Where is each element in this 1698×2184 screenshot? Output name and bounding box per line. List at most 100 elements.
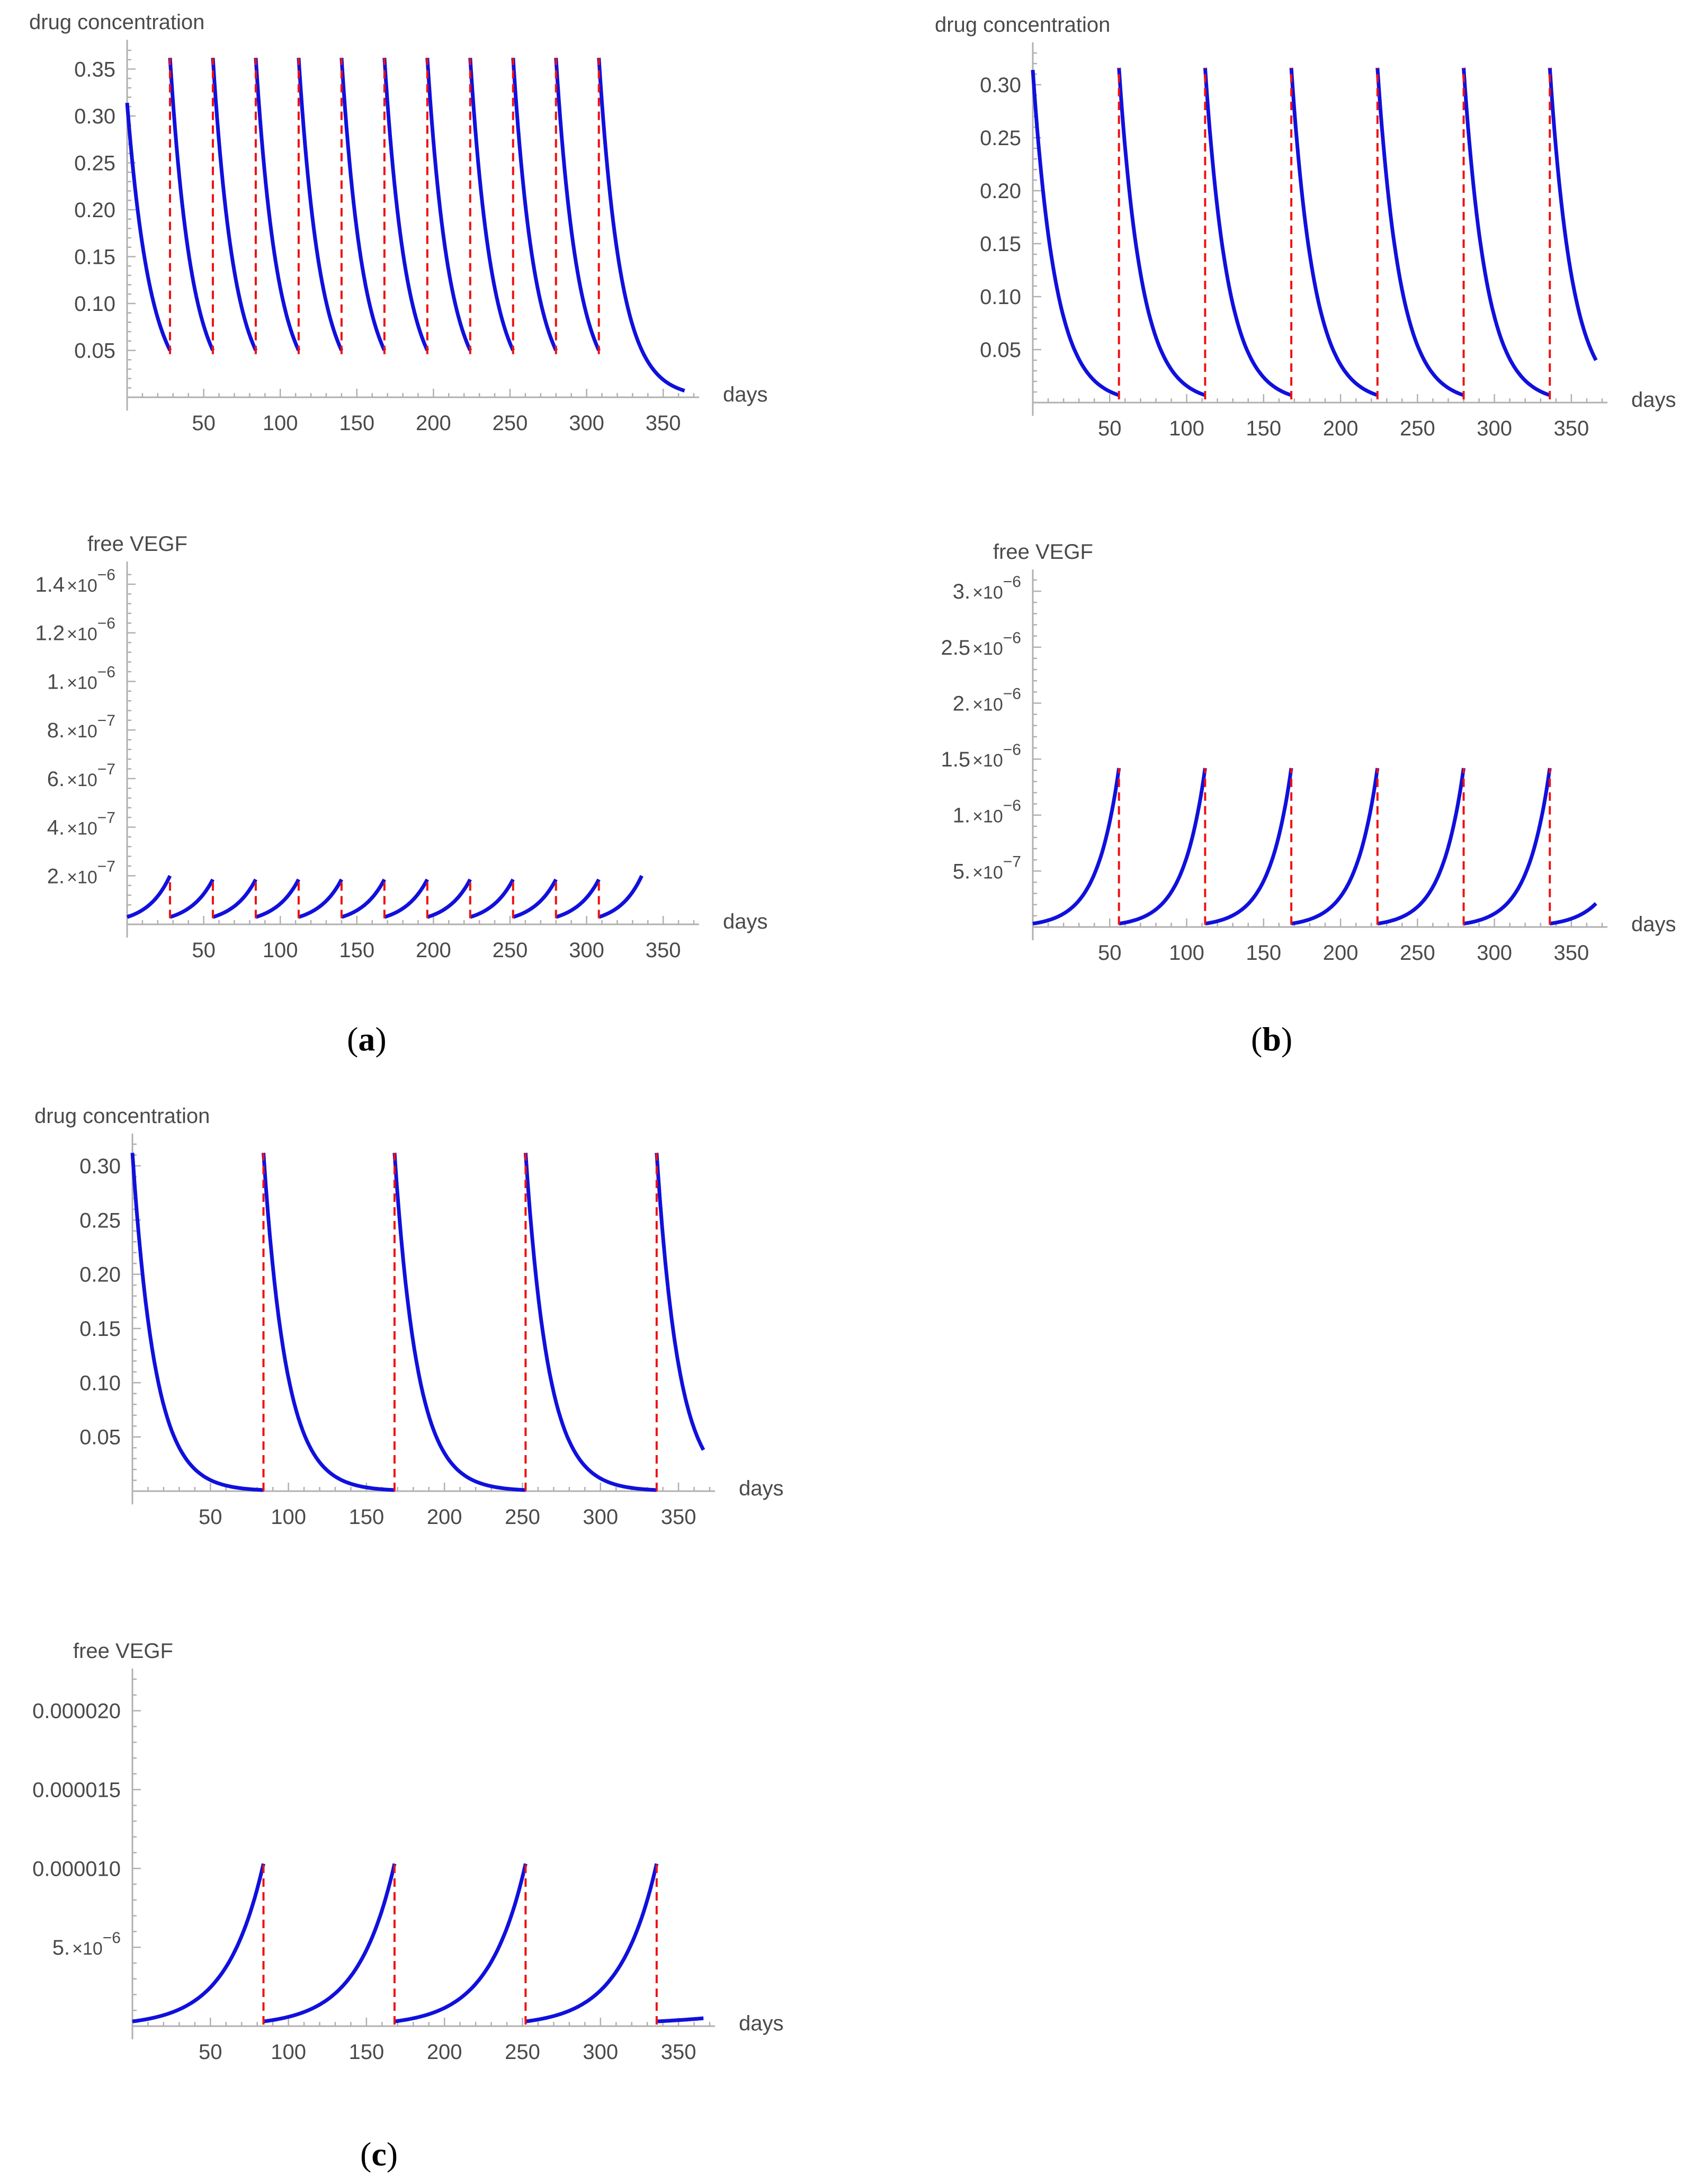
panel-label-b: (b) [1251, 1020, 1293, 1058]
x-tick-label: 100 [1169, 941, 1204, 965]
x-tick-label: 150 [349, 2040, 385, 2064]
x-tick-label: 250 [493, 939, 528, 962]
y-tick-label: 3. ×10−6 [953, 573, 1021, 603]
x-tick-label: 350 [1554, 417, 1589, 440]
x-axis-label: days [739, 1477, 784, 1500]
y-tick-label: 1. ×10−6 [47, 663, 115, 693]
series-line [125, 57, 685, 393]
x-tick-label: 150 [339, 939, 374, 962]
y-tick-label: 0.30 [980, 74, 1021, 97]
x-tick-label: 50 [192, 412, 216, 435]
panel-label-c: (c) [360, 2135, 398, 2173]
x-tick-label: 50 [1098, 417, 1122, 440]
x-tick-label: 150 [349, 1505, 385, 1529]
y-tick-label: 0.05 [74, 339, 115, 362]
chart-title: free VEGF [87, 532, 187, 556]
y-tick-label: 0.25 [980, 127, 1021, 150]
y-tick-label: 0.35 [74, 58, 115, 81]
y-tick-label: 0.30 [74, 105, 115, 128]
x-tick-label: 250 [505, 2040, 540, 2064]
y-tick-label: 2. ×10−7 [47, 858, 115, 888]
x-tick-label: 150 [1246, 417, 1281, 440]
y-tick-label: 1. ×10−6 [953, 797, 1021, 827]
x-tick-label: 350 [1554, 941, 1589, 965]
x-tick-label: 200 [416, 939, 451, 962]
x-tick-label: 250 [1400, 941, 1435, 965]
series-line [132, 1863, 705, 2023]
y-tick-label: 0.20 [74, 199, 115, 222]
panel-label-a: (a) [347, 1020, 387, 1058]
x-tick-label: 100 [1169, 417, 1204, 440]
y-tick-label: 0.25 [74, 151, 115, 175]
x-tick-label: 200 [1323, 941, 1359, 965]
y-tick-label: 0.05 [79, 1426, 121, 1449]
y-tick-label: 4. ×10−7 [47, 809, 115, 840]
y-tick-label: 1.2 ×10−6 [35, 615, 115, 645]
series-line [1031, 67, 1598, 397]
y-tick-label: 0.15 [980, 233, 1021, 256]
y-tick-label: 2.5 ×10−6 [941, 629, 1021, 659]
chart-title: drug concentration [29, 11, 204, 34]
y-tick-label: 2. ×10−6 [953, 685, 1021, 715]
x-tick-label: 300 [569, 939, 604, 962]
x-axis-label: days [1631, 913, 1676, 936]
x-tick-label: 300 [1477, 417, 1512, 440]
series-line [130, 1153, 705, 1492]
y-tick-label: 6. ×10−7 [47, 761, 115, 791]
x-tick-label: 100 [263, 939, 298, 962]
x-tick-label: 150 [339, 412, 374, 435]
x-axis-label: days [1631, 388, 1676, 412]
y-tick-label: 0.10 [980, 286, 1021, 309]
y-tick-label: 0.000010 [32, 1857, 121, 1880]
series-line [126, 875, 644, 919]
y-tick-label: 0.20 [980, 180, 1021, 203]
y-tick-label: 0.000020 [32, 1700, 121, 1723]
y-tick-label: 0.20 [79, 1263, 121, 1287]
x-tick-label: 50 [199, 1505, 222, 1529]
y-tick-label: 0.05 [980, 338, 1021, 362]
x-tick-label: 200 [416, 412, 451, 435]
x-axis-label: days [739, 2012, 784, 2035]
x-tick-label: 100 [271, 1505, 306, 1529]
x-tick-label: 100 [263, 412, 298, 435]
y-tick-label: 8. ×10−7 [47, 712, 115, 742]
x-tick-label: 150 [1246, 941, 1281, 965]
chart-b-drug: 50 100 150 200 250 300 350 0.05 0.10 0.15 0.20 0.25… [935, 13, 1676, 440]
chart-title: drug concentration [935, 13, 1110, 37]
x-axis-label: days [723, 910, 768, 933]
x-tick-label: 300 [569, 412, 604, 435]
y-tick-label: 1.5 ×10−6 [941, 741, 1021, 771]
x-tick-label: 350 [646, 412, 681, 435]
x-tick-label: 300 [583, 2040, 618, 2064]
y-tick-label: 0.15 [74, 245, 115, 269]
chart-c-drug: 50 100 150 200 250 300 350 0.05 0.10 0.15 0.20 0.25… [34, 1104, 784, 1529]
y-tick-label: 0.10 [74, 292, 115, 316]
y-tick-label: 5. ×10−6 [52, 1929, 121, 1959]
x-tick-label: 200 [427, 1505, 462, 1529]
y-tick-label: 0.000015 [32, 1778, 121, 1802]
x-axis-label: days [723, 383, 768, 406]
x-tick-label: 350 [661, 1505, 696, 1529]
chart-title: free VEGF [73, 1639, 173, 1663]
x-tick-label: 200 [427, 2040, 462, 2064]
x-tick-label: 350 [646, 939, 681, 962]
x-tick-label: 300 [583, 1505, 618, 1529]
x-tick-label: 300 [1477, 941, 1512, 965]
x-tick-label: 50 [199, 2040, 222, 2064]
x-tick-label: 200 [1323, 417, 1359, 440]
chart-a-drug: 50 100 150 200 250 300 350 0.05 0.10 0.15 0.20 0.25… [29, 11, 768, 435]
y-tick-label: 0.10 [79, 1371, 121, 1395]
y-tick-label: 1.4 ×10−6 [35, 566, 115, 596]
x-tick-label: 250 [1400, 417, 1435, 440]
x-tick-label: 250 [493, 412, 528, 435]
chart-b-vegf: 50 100 150 200 250 300 350 5. ×10−7 1. ×10−6 1.5 ×10… [941, 540, 1676, 965]
chart-a-vegf: 50 100 150 200 250 300 350 2. ×10−7 4. ×10−7 6. ×10−… [35, 532, 767, 962]
y-tick-label: 0.25 [79, 1209, 121, 1232]
x-tick-label: 350 [661, 2040, 696, 2064]
chart-c-vegf: 50 100 150 200 250 300 350 5. ×10−6 0.000010 0.000… [32, 1639, 783, 2064]
series-line [1032, 768, 1597, 926]
x-tick-label: 50 [192, 939, 216, 962]
y-tick-label: 5. ×10−7 [953, 853, 1021, 883]
chart-title: drug concentration [34, 1104, 210, 1128]
